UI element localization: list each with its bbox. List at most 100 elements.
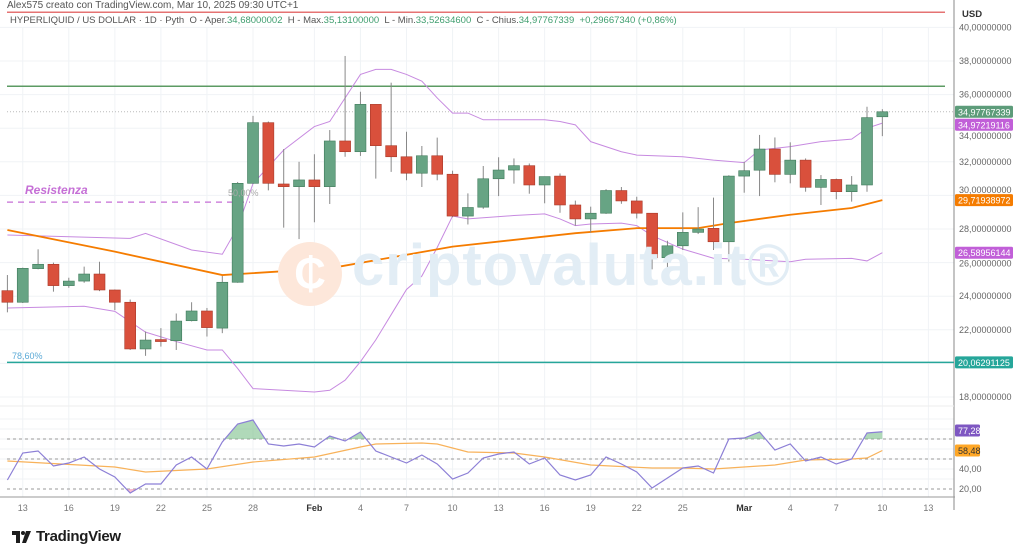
candle — [308, 154, 321, 223]
price-tag: 29,71938972 — [955, 194, 1013, 207]
rsi-overbought-fill — [7, 420, 883, 439]
candle — [369, 104, 382, 179]
candle-body — [216, 281, 229, 329]
candle-body — [845, 184, 858, 193]
chart-caption: Alex575 creato con TradingView.com, Mar … — [7, 0, 299, 11]
candle-body — [32, 263, 44, 269]
candle — [339, 55, 351, 157]
candle — [323, 130, 336, 204]
time-tick-label: 13 — [18, 503, 28, 513]
candle-body — [723, 175, 735, 243]
price-tick-label: 18,00000000 — [959, 392, 1012, 402]
fib-786-label: 78,60% — [12, 351, 43, 361]
price-tick-label: 30,00000000 — [959, 185, 1012, 195]
candle-body — [707, 228, 720, 243]
candle-body — [615, 190, 628, 202]
candle-body — [676, 232, 689, 247]
bollinger-lower-line — [7, 213, 883, 393]
candle — [861, 106, 873, 192]
brand-name: TradingView — [36, 528, 121, 545]
currency-label[interactable]: USD — [962, 9, 983, 20]
symbol-name[interactable]: HYPERLIQUID / US DOLLAR · 1D · Pyth — [10, 15, 185, 26]
change-value: +0,29667340 (+0,86%) — [579, 15, 677, 26]
time-tick-label: 13 — [923, 503, 933, 513]
candle-body — [293, 179, 305, 187]
candle-body — [462, 207, 474, 217]
time-tick-label: 25 — [202, 503, 212, 513]
candle — [247, 115, 259, 184]
candle — [262, 121, 275, 191]
candle-body — [477, 178, 490, 208]
candle-body — [630, 200, 643, 214]
price-tick-label: 34,00000000 — [959, 131, 1012, 141]
candle-body — [369, 104, 382, 146]
bollinger-upper-line — [7, 68, 883, 255]
candle-body — [247, 122, 259, 184]
candle — [201, 307, 213, 337]
grid — [0, 26, 954, 497]
candle-body — [569, 204, 582, 220]
candle — [508, 158, 520, 184]
close-label: C - Chius. — [476, 15, 519, 26]
candle-body — [277, 183, 290, 187]
rsi-ma-line — [7, 442, 883, 473]
candle-body — [109, 289, 121, 303]
candle-body — [201, 310, 213, 328]
candle — [16, 267, 29, 303]
rsi-tick-label: 20,00 — [959, 484, 982, 494]
candle-body — [308, 179, 321, 187]
time-tick-label: 19 — [586, 503, 596, 513]
candle-body — [861, 117, 873, 186]
candle-body — [1, 290, 14, 303]
candle-body — [584, 212, 597, 220]
candle — [47, 262, 60, 292]
price-tag-text: 34,97219116 — [958, 120, 1010, 130]
candle-body — [492, 169, 505, 180]
time-tick-label: 16 — [540, 503, 550, 513]
candle-body — [661, 245, 674, 259]
candle — [124, 299, 136, 350]
candle-body — [170, 320, 183, 342]
time-tick-label: 10 — [877, 503, 887, 513]
tradingview-logo[interactable]: TradingView — [12, 528, 121, 545]
time-tick-label: 19 — [110, 503, 120, 513]
time-tick-label: 10 — [448, 503, 458, 513]
candle-body — [400, 156, 413, 174]
time-tick-label: 7 — [404, 503, 409, 513]
price-tag: 34,97219116 — [955, 118, 1013, 131]
candle — [569, 200, 582, 226]
candle — [830, 178, 843, 200]
candle — [492, 157, 505, 197]
time-tick-label: 22 — [156, 503, 166, 513]
candle — [62, 277, 75, 288]
candle — [32, 249, 44, 270]
price-tag-text: 58,48 — [958, 446, 981, 456]
candle — [676, 212, 689, 250]
candle — [477, 166, 490, 209]
time-tick-label: 28 — [248, 503, 258, 513]
candle-body — [16, 268, 29, 303]
candle — [431, 137, 444, 181]
price-tag-text: 29,71938972 — [958, 196, 1011, 206]
price-tick-label: 32,00000000 — [959, 157, 1012, 167]
candle — [769, 137, 781, 183]
candle-body — [262, 122, 275, 184]
candle — [584, 206, 597, 233]
candle — [615, 187, 628, 204]
candle-body — [646, 212, 658, 259]
candle-body — [508, 165, 520, 171]
candle — [707, 197, 720, 250]
price-tag: 58,48 — [955, 444, 981, 457]
candle — [155, 328, 167, 347]
price-tick-label: 28,00000000 — [959, 224, 1012, 234]
candle — [170, 313, 183, 350]
candle-body — [830, 179, 843, 193]
candle — [385, 82, 397, 172]
price-tick-label: 40,00000000 — [959, 22, 1012, 32]
candle — [554, 173, 566, 213]
candle-body — [47, 263, 60, 286]
candle — [1, 275, 14, 313]
time-tick-label: 22 — [632, 503, 642, 513]
price-tag: 20,06291125 — [955, 356, 1013, 369]
